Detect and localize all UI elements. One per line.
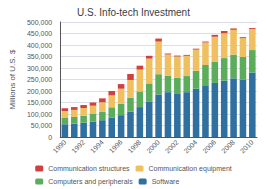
svg-text:2002: 2002 — [164, 138, 180, 154]
svg-text:1998: 1998 — [126, 138, 142, 154]
svg-text:Communication equipment: Communication equipment — [149, 165, 232, 173]
svg-text:400,000: 400,000 — [27, 42, 52, 49]
svg-text:200,000: 200,000 — [27, 88, 52, 95]
svg-text:2008: 2008 — [220, 138, 236, 154]
svg-text:1994: 1994 — [89, 138, 105, 154]
svg-text:500,000: 500,000 — [27, 19, 52, 26]
svg-text:0: 0 — [48, 134, 52, 141]
svg-text:2004: 2004 — [183, 138, 199, 154]
svg-text:Communication structures: Communication structures — [48, 165, 130, 172]
svg-text:1996: 1996 — [108, 138, 124, 154]
svg-text:1992: 1992 — [70, 138, 86, 154]
svg-text:2000: 2000 — [145, 138, 161, 154]
svg-text:300,000: 300,000 — [27, 65, 52, 72]
svg-text:350,000: 350,000 — [27, 53, 52, 60]
svg-text:250,000: 250,000 — [27, 76, 52, 83]
svg-text:450,000: 450,000 — [27, 30, 52, 37]
svg-text:1990: 1990 — [51, 138, 67, 154]
svg-text:100,000: 100,000 — [27, 111, 52, 118]
svg-text:Millions of U.S. $: Millions of U.S. $ — [8, 49, 17, 110]
svg-text:U.S. Info-tech Investment: U.S. Info-tech Investment — [77, 7, 190, 18]
svg-text:50,000: 50,000 — [31, 122, 53, 129]
svg-text:150,000: 150,000 — [27, 99, 52, 106]
svg-text:Computers and peripherals: Computers and peripherals — [48, 178, 133, 186]
svg-text:Software: Software — [152, 178, 180, 185]
svg-text:2010: 2010 — [239, 138, 255, 154]
svg-text:2006: 2006 — [201, 138, 217, 154]
